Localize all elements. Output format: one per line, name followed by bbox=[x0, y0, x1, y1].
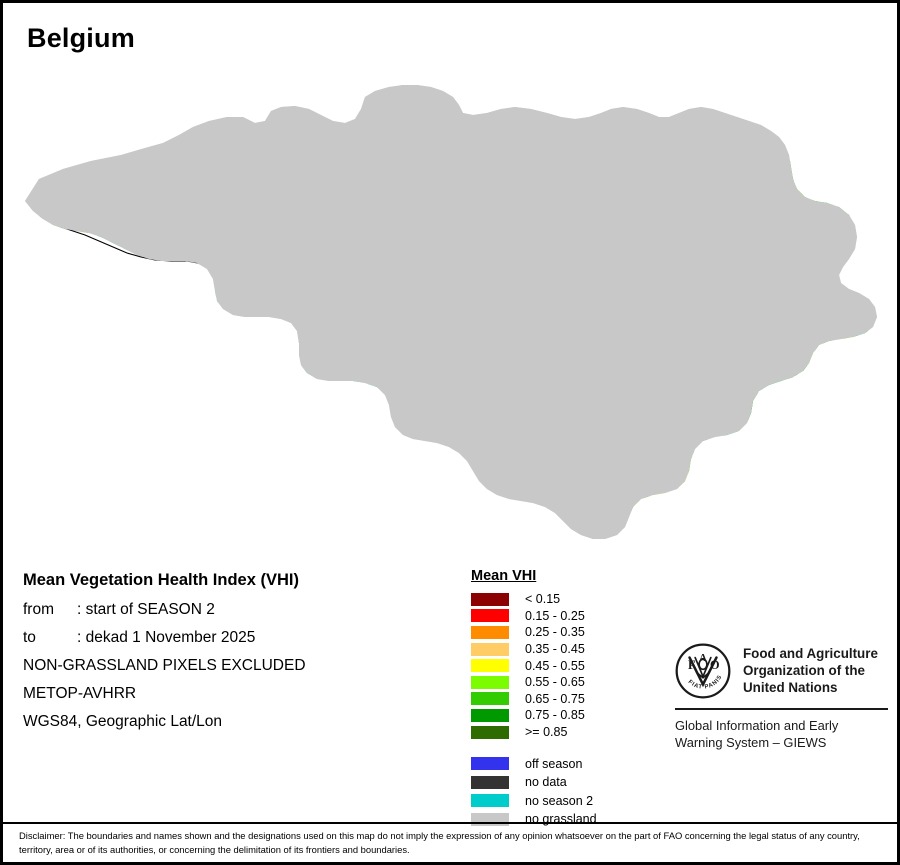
legend: Mean VHI < 0.15 0.15 - 0.25 0.25 - 0.35 0.3… bbox=[471, 568, 597, 828]
legend-class-label: 0.65 - 0.75 bbox=[525, 691, 585, 706]
legend-class-label: 0.45 - 0.55 bbox=[525, 658, 585, 673]
legend-class-row[interactable]: 0.35 - 0.45 bbox=[471, 641, 597, 658]
disclaimer-divider bbox=[3, 822, 897, 824]
legend-special-list: off season no data no season 2 no grassland bbox=[471, 754, 597, 828]
legend-special-label: no season 2 bbox=[525, 793, 594, 808]
metadata-key-to: to bbox=[23, 629, 36, 646]
metadata-title: Mean Vegetation Health Index (VHI) bbox=[23, 571, 299, 589]
legend-class-label: < 0.15 bbox=[525, 592, 561, 607]
metadata-note-sensor: METOP-AVHRR bbox=[23, 685, 137, 702]
metadata-sep-to: : bbox=[77, 629, 86, 646]
metadata-note-projection: WGS84, Geographic Lat/Lon bbox=[23, 713, 223, 730]
legend-class-label: 0.75 - 0.85 bbox=[525, 708, 585, 723]
country-border bbox=[23, 83, 879, 541]
legend-class-swatch bbox=[471, 592, 509, 606]
giews-line-2: Warning System – GIEWS bbox=[675, 735, 827, 751]
page-title: Belgium bbox=[27, 23, 135, 53]
legend-class-label: >= 0.85 bbox=[525, 725, 568, 740]
legend-class-row[interactable]: 0.15 - 0.25 bbox=[471, 608, 597, 625]
metadata-note-mask: NON-GRASSLAND PIXELS EXCLUDED bbox=[23, 657, 306, 674]
legend-class-swatch bbox=[471, 725, 509, 739]
legend-class-row[interactable]: < 0.15 bbox=[471, 591, 597, 608]
metadata-value-to: dekad 1 November 2025 bbox=[85, 629, 256, 646]
legend-class-swatch bbox=[471, 692, 509, 706]
legend-special-row[interactable]: no data bbox=[471, 773, 597, 792]
metadata-sep-from: : bbox=[77, 601, 86, 618]
legend-class-row[interactable]: >= 0.85 bbox=[471, 724, 597, 741]
legend-special-swatch bbox=[471, 757, 509, 771]
fao-org-line-1: Food and Agriculture bbox=[743, 646, 878, 661]
metadata-row-from: from: start of SEASON 2 bbox=[23, 601, 453, 619]
legend-class-label: 0.55 - 0.65 bbox=[525, 675, 585, 690]
fao-org-line-2: Organization of the bbox=[743, 663, 865, 679]
metadata-row-to: to: dekad 1 November 2025 bbox=[23, 629, 453, 647]
metadata-value-from: start of SEASON 2 bbox=[85, 601, 215, 618]
metadata-key-from: from bbox=[23, 601, 54, 618]
giews-system-name: Global Information and Early Warning Sys… bbox=[675, 717, 890, 751]
disclaimer-text: Disclaimer: The boundaries and names sho… bbox=[19, 830, 860, 855]
legend-class-swatch bbox=[471, 659, 509, 673]
legend-class-swatch bbox=[471, 708, 509, 722]
legend-special-swatch bbox=[471, 775, 509, 789]
map-canvas[interactable] bbox=[3, 51, 897, 551]
legend-class-swatch bbox=[471, 642, 509, 656]
legend-special-label: no data bbox=[525, 775, 567, 790]
legend-class-row[interactable]: 0.55 - 0.65 bbox=[471, 674, 597, 691]
legend-special-row[interactable]: no grassland bbox=[471, 810, 597, 829]
fao-branding-block: F A O FIAT PANIS Food and Agriculture Or… bbox=[675, 643, 890, 751]
legend-class-list: < 0.15 0.15 - 0.25 0.25 - 0.35 0.35 - 0.45 0… bbox=[471, 591, 597, 740]
legend-class-row[interactable]: 0.75 - 0.85 bbox=[471, 707, 597, 724]
legend-class-swatch bbox=[471, 675, 509, 689]
legend-class-label: 0.25 - 0.35 bbox=[525, 625, 585, 640]
legend-special-row[interactable]: off season bbox=[471, 754, 597, 773]
legend-special-row[interactable]: no season 2 bbox=[471, 791, 597, 810]
giews-line-1: Global Information and Early bbox=[675, 718, 839, 733]
legend-class-row[interactable]: 0.65 - 0.75 bbox=[471, 691, 597, 708]
legend-class-row[interactable]: 0.45 - 0.55 bbox=[471, 657, 597, 674]
fao-org-line-3: United Nations bbox=[743, 680, 838, 696]
legend-class-label: 0.35 - 0.45 bbox=[525, 642, 585, 657]
legend-class-swatch bbox=[471, 609, 509, 623]
legend-special-swatch bbox=[471, 794, 509, 808]
fao-emblem-icon: F A O FIAT PANIS bbox=[675, 643, 731, 699]
legend-title: Mean VHI bbox=[471, 568, 537, 584]
metadata-block: Mean Vegetation Health Index (VHI) from:… bbox=[23, 571, 453, 741]
legend-special-label: off season bbox=[525, 756, 583, 771]
legend-class-swatch bbox=[471, 625, 509, 639]
legend-class-row[interactable]: 0.25 - 0.35 bbox=[471, 624, 597, 641]
fao-divider bbox=[675, 708, 888, 710]
fao-organization-name: Food and Agriculture Organization of the… bbox=[743, 643, 878, 696]
legend-class-label: 0.15 - 0.25 bbox=[525, 608, 585, 623]
belgium-map-svg bbox=[23, 83, 879, 541]
